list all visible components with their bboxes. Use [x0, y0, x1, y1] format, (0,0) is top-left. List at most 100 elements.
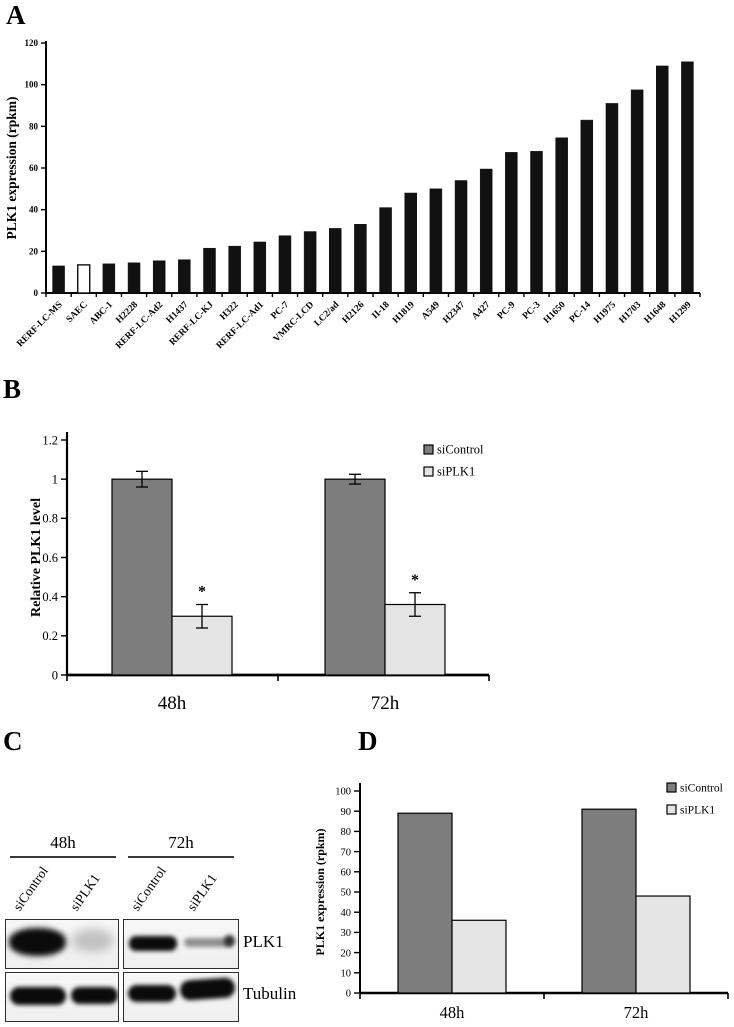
x-tick-label: RERF-LC-Ad1	[215, 300, 266, 351]
panel-d-letter: D	[358, 726, 378, 756]
bar-RERF-LC-KJ	[203, 247, 216, 294]
bar-PC-7	[278, 235, 292, 294]
y-tick-label: 40	[29, 205, 39, 215]
x-tick-label: A427	[470, 300, 492, 322]
bar-SAEC	[77, 264, 91, 294]
bar-II-18	[379, 207, 392, 294]
bar-H2126	[354, 224, 367, 294]
legend-label-siPLK1: siPLK1	[680, 805, 715, 817]
category-label: 72h	[371, 693, 400, 714]
x-tick-label: PC-14	[568, 300, 593, 325]
blot-band	[224, 935, 235, 947]
x-tick-label: ABC-1	[88, 300, 115, 327]
bar-48h-siControl	[397, 812, 453, 994]
y-tick-label: 0.8	[42, 512, 58, 526]
panel-d-chart: 0 10 20 30 40 50 60 70 80 90 100 48h 72h PLK1 express…	[313, 782, 729, 1022]
bar-A427	[479, 168, 493, 294]
y-tick-label: 60	[341, 867, 352, 878]
bar-ABC-1	[102, 263, 116, 294]
bar-RERF-LC-Ad1	[253, 241, 267, 294]
category-label: 48h	[440, 1003, 466, 1022]
legend-label-siPLK1: siPLK1	[437, 465, 475, 479]
bar-H1648	[656, 65, 669, 294]
y-tick-label: 0.2	[42, 629, 58, 643]
y-tick-label: 80	[29, 121, 39, 131]
bar-H1819	[404, 192, 417, 294]
x-tick-label: H322	[218, 300, 241, 323]
blot-band	[129, 936, 177, 951]
bar-H1703	[630, 89, 644, 294]
bar-72h-siControl	[581, 808, 637, 994]
bar-H322	[228, 245, 241, 294]
y-tick-label: 0.4	[42, 590, 58, 604]
bar-72h-siPLK1	[635, 895, 691, 994]
y-tick-label: 1	[52, 473, 58, 487]
x-tick-label: H1299	[668, 300, 694, 326]
blot-plk1-72h	[123, 919, 239, 969]
y-tick-label: 60	[29, 163, 39, 173]
bar-A549	[429, 188, 443, 294]
blot-group-48h-label: 48h	[50, 833, 76, 852]
panel-c-letter: C	[3, 726, 23, 756]
bar-H1437	[178, 259, 191, 294]
y-tick-label: 0	[34, 288, 39, 298]
bar-H2347	[454, 180, 468, 294]
x-tick-label: II-18	[370, 300, 391, 321]
blot-band	[71, 929, 114, 952]
bar-LC2/ad	[329, 228, 342, 294]
x-tick-label: PC-3	[521, 300, 543, 322]
bar-48h-siPLK1	[451, 919, 507, 994]
blot-tubulin-72h	[123, 972, 239, 1022]
bar-H1299	[681, 61, 694, 294]
y-tick-label: 0.6	[42, 551, 58, 565]
legend-swatch-siControl	[666, 782, 677, 793]
x-tick-label: H1648	[643, 300, 669, 326]
x-tick-label: SAEC	[65, 300, 90, 325]
y-tick-label: 120	[25, 38, 39, 48]
blot-band	[128, 985, 176, 1002]
bar-PC-3	[530, 151, 543, 294]
category-label: 48h	[158, 693, 187, 714]
x-tick-label: PC-9	[496, 300, 518, 322]
blot-row-plk1-label: PLK1	[243, 932, 284, 951]
y-tick-label: 50	[341, 888, 352, 899]
bar-VMRC-LCD	[303, 231, 317, 294]
bar-72h-siControl	[324, 478, 386, 676]
blot-plk1-48h	[5, 919, 119, 969]
y-tick-label: 10	[341, 968, 352, 979]
legend-swatch-siPLK1	[423, 466, 434, 477]
blot-band	[10, 987, 66, 1005]
legend-label-siControl: siControl	[680, 783, 723, 795]
x-tick-label: H1703	[618, 300, 644, 326]
x-tick-label: RERF-LC-Ad2	[114, 300, 165, 351]
y-tick-label: 1.2	[42, 433, 58, 447]
x-tick-label: A549	[420, 300, 442, 322]
category-label: 72h	[624, 1003, 650, 1022]
blot-group-48h-line	[10, 856, 116, 858]
y-tick-label: 40	[341, 908, 352, 919]
y-tick-label: 80	[341, 827, 352, 838]
y-tick-label: 70	[341, 847, 352, 858]
y-tick-label: 30	[341, 928, 352, 939]
y-tick-label: 20	[29, 246, 39, 256]
bar-RERF-LC-Ad2	[152, 260, 166, 294]
blot-row-tubulin-label: Tubulin	[243, 984, 297, 1003]
x-tick-label: H1819	[391, 300, 417, 326]
legend-swatch-siControl	[423, 444, 434, 455]
panel-a-letter: A	[6, 0, 26, 30]
panel-b-letter: B	[3, 374, 22, 404]
x-tick-label: H1650	[542, 300, 568, 326]
bar-PC-9	[505, 152, 518, 294]
bar-H1650	[555, 137, 568, 294]
significance-asterisk: *	[411, 572, 419, 589]
significance-asterisk: *	[198, 584, 206, 601]
y-axis-label: PLK1 expression (rpkm)	[313, 828, 327, 955]
bar-H2228	[127, 262, 141, 294]
legend-swatch-siPLK1	[666, 804, 677, 815]
y-tick-label: 0	[52, 668, 58, 682]
blot-band	[184, 938, 230, 947]
x-tick-label: H2347	[441, 300, 467, 326]
legend-label-siControl: siControl	[437, 443, 484, 457]
